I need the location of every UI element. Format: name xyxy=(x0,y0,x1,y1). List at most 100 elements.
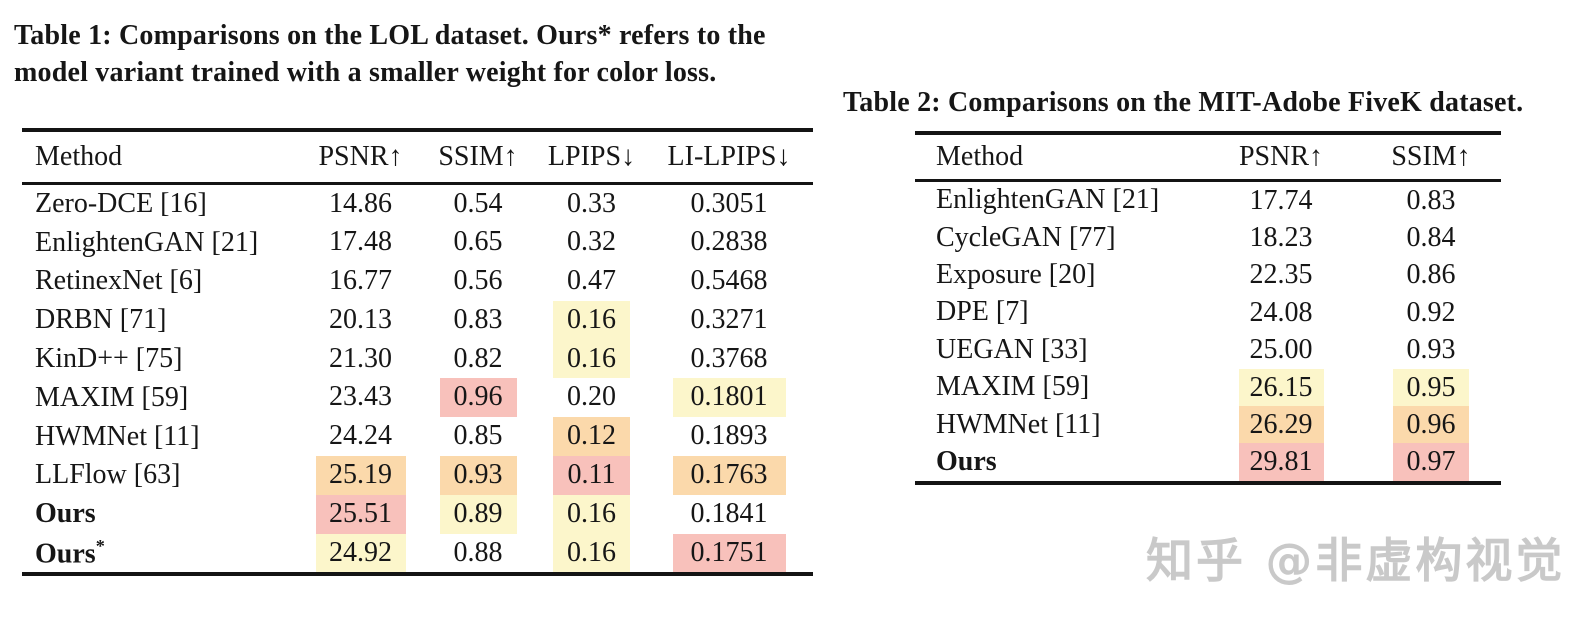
table2-body: EnlightenGAN [21] 17.74 0.83 CycleGAN [77] 1… xyxy=(915,180,1501,483)
column-header-psnr: PSNR↑ xyxy=(318,140,403,172)
table-row: Ours 29.81 0.97 xyxy=(915,443,1501,482)
metric-cell: 0.56 xyxy=(418,262,538,301)
column-header-ssim: SSIM↑ xyxy=(1391,140,1471,172)
column-header-li-lpips: LI-LPIPS↓ xyxy=(667,140,791,172)
metric-value-highlighted: 0.1801 xyxy=(672,378,786,418)
metric-value-highlighted: 0.97 xyxy=(1393,443,1469,481)
metric-value: 0.3051 xyxy=(690,187,768,219)
metric-cell: 0.96 xyxy=(1361,405,1501,444)
column-header-psnr: PSNR↑ xyxy=(1238,140,1324,172)
metric-value: 0.65 xyxy=(453,226,503,258)
metric-cell: 25.19 xyxy=(303,456,418,495)
metric-value: 0.3271 xyxy=(690,303,768,335)
metric-value: 0.5468 xyxy=(690,265,768,297)
method-cell: DPE [7] xyxy=(936,296,1029,328)
metric-cell: 0.93 xyxy=(1361,331,1501,368)
method-cell: Zero-DCE [16] xyxy=(35,187,207,219)
metric-value: 0.84 xyxy=(1406,221,1456,253)
metric-value: 24.24 xyxy=(329,420,392,452)
metric-cell: 0.16 xyxy=(538,339,645,379)
metric-cell: 24.08 xyxy=(1201,294,1361,331)
table-row: DRBN [71] 20.13 0.83 0.16 0.3271 xyxy=(22,300,813,340)
metric-cell: 24.92 xyxy=(303,533,418,575)
table-row: UEGAN [33] 25.00 0.93 xyxy=(915,331,1501,368)
metric-cell: 22.35 xyxy=(1201,256,1361,293)
metric-value-highlighted: 29.81 xyxy=(1238,443,1324,481)
metric-cell: 23.43 xyxy=(303,378,418,417)
metric-value-highlighted: 0.1751 xyxy=(672,533,786,573)
metric-cell: 20.13 xyxy=(303,301,418,340)
table2-caption: Table 2: Comparisons on the MIT-Adobe Fi… xyxy=(843,87,1524,118)
metric-cell: 0.11 xyxy=(538,456,645,495)
metric-value: 18.23 xyxy=(1249,221,1313,253)
table1-header: Method PSNR↑ SSIM↑ LPIPS↓ LI-LPIPS↓ xyxy=(22,130,813,183)
metric-value-highlighted: 0.96 xyxy=(439,378,517,418)
metric-value: 25.00 xyxy=(1249,334,1313,366)
metric-value: 0.1893 xyxy=(690,420,768,452)
metric-value: 0.2838 xyxy=(690,226,768,258)
metric-cell: 26.29 xyxy=(1201,405,1361,444)
table-row: HWMNet [11] 26.29 0.96 xyxy=(915,405,1501,444)
metric-cell: 0.3768 xyxy=(645,340,813,379)
metric-cell: 0.3271 xyxy=(645,301,813,340)
metric-cell: 16.77 xyxy=(303,262,418,301)
metric-value-highlighted: 0.16 xyxy=(553,494,630,534)
column-header-ssim: SSIM↑ xyxy=(438,140,518,172)
method-cell: EnlightenGAN [21] xyxy=(35,226,259,258)
method-cell: HWMNet [11] xyxy=(936,408,1101,440)
metric-value: 0.83 xyxy=(1406,184,1456,216)
table-row: HWMNet [11] 24.24 0.85 0.12 0.1893 xyxy=(22,417,813,457)
header-row: Method PSNR↑ SSIM↑ LPIPS↓ LI-LPIPS↓ xyxy=(22,130,813,183)
metric-value: 14.86 xyxy=(329,187,392,219)
metric-value: 0.20 xyxy=(567,381,616,413)
metric-cell: 0.20 xyxy=(538,378,645,417)
table-row: LLFlow [63] 25.19 0.93 0.11 0.1763 xyxy=(22,456,813,495)
metric-cell: 0.47 xyxy=(538,262,645,301)
metric-cell: 0.83 xyxy=(1361,180,1501,219)
table-row: RetinexNet [6] 16.77 0.56 0.47 0.5468 xyxy=(22,262,813,301)
method-cell: KinD++ [75] xyxy=(35,343,183,375)
method-cell: MAXIM [59] xyxy=(936,371,1090,403)
metric-value: 0.33 xyxy=(567,187,616,219)
metric-value-highlighted: 0.16 xyxy=(553,300,630,340)
metric-value-highlighted: 0.96 xyxy=(1393,405,1469,444)
method-cell: RetinexNet [6] xyxy=(35,265,203,297)
metric-value-highlighted: 26.15 xyxy=(1238,368,1324,406)
table-row: Zero-DCE [16] 14.86 0.54 0.33 0.3051 xyxy=(22,183,813,223)
metric-cell: 0.1751 xyxy=(645,533,813,575)
method-cell: LLFlow [63] xyxy=(35,459,181,491)
metric-value: 0.88 xyxy=(453,536,503,568)
table-row: MAXIM [59] 26.15 0.95 xyxy=(915,368,1501,406)
method-cell: Ours xyxy=(35,498,96,530)
metric-cell: 0.16 xyxy=(538,494,645,534)
method-cell: Ours* xyxy=(35,535,105,570)
metric-cell: 21.30 xyxy=(303,340,418,379)
method-cell: Exposure [20] xyxy=(936,259,1096,291)
metric-cell: 0.82 xyxy=(418,340,538,379)
table-row: CycleGAN [77] 18.23 0.84 xyxy=(915,219,1501,256)
metric-value: 0.93 xyxy=(1406,334,1456,366)
table2-fivek-comparisons: Method PSNR↑ SSIM↑ EnlightenGAN [21] 17.7… xyxy=(915,131,1501,485)
metric-cell: 0.16 xyxy=(538,533,645,575)
metric-value: 0.54 xyxy=(453,187,503,219)
metric-value: 0.47 xyxy=(567,265,616,297)
table1-body: Zero-DCE [16] 14.86 0.54 0.33 0.3051 Enlighte… xyxy=(22,183,813,574)
metric-value: 0.82 xyxy=(453,342,503,374)
metric-cell: 17.74 xyxy=(1201,180,1361,219)
metric-cell: 0.12 xyxy=(538,417,645,457)
table2-header: Method PSNR↑ SSIM↑ xyxy=(915,133,1501,180)
method-cell: DRBN [71] xyxy=(35,304,167,336)
column-header-method: Method xyxy=(936,140,1024,172)
metric-cell: 0.32 xyxy=(538,223,645,262)
metric-value: 0.3768 xyxy=(690,342,768,374)
metric-value-highlighted: 24.92 xyxy=(315,533,406,573)
method-cell: MAXIM [59] xyxy=(35,381,189,413)
metric-cell: 25.51 xyxy=(303,494,418,534)
metric-cell: 0.1801 xyxy=(645,378,813,418)
metric-cell: 0.3051 xyxy=(645,183,813,223)
metric-cell: 0.1893 xyxy=(645,417,813,456)
metric-cell: 0.85 xyxy=(418,417,538,456)
asterisk-superscript: * xyxy=(95,535,105,556)
metric-value: 0.1841 xyxy=(690,497,768,529)
